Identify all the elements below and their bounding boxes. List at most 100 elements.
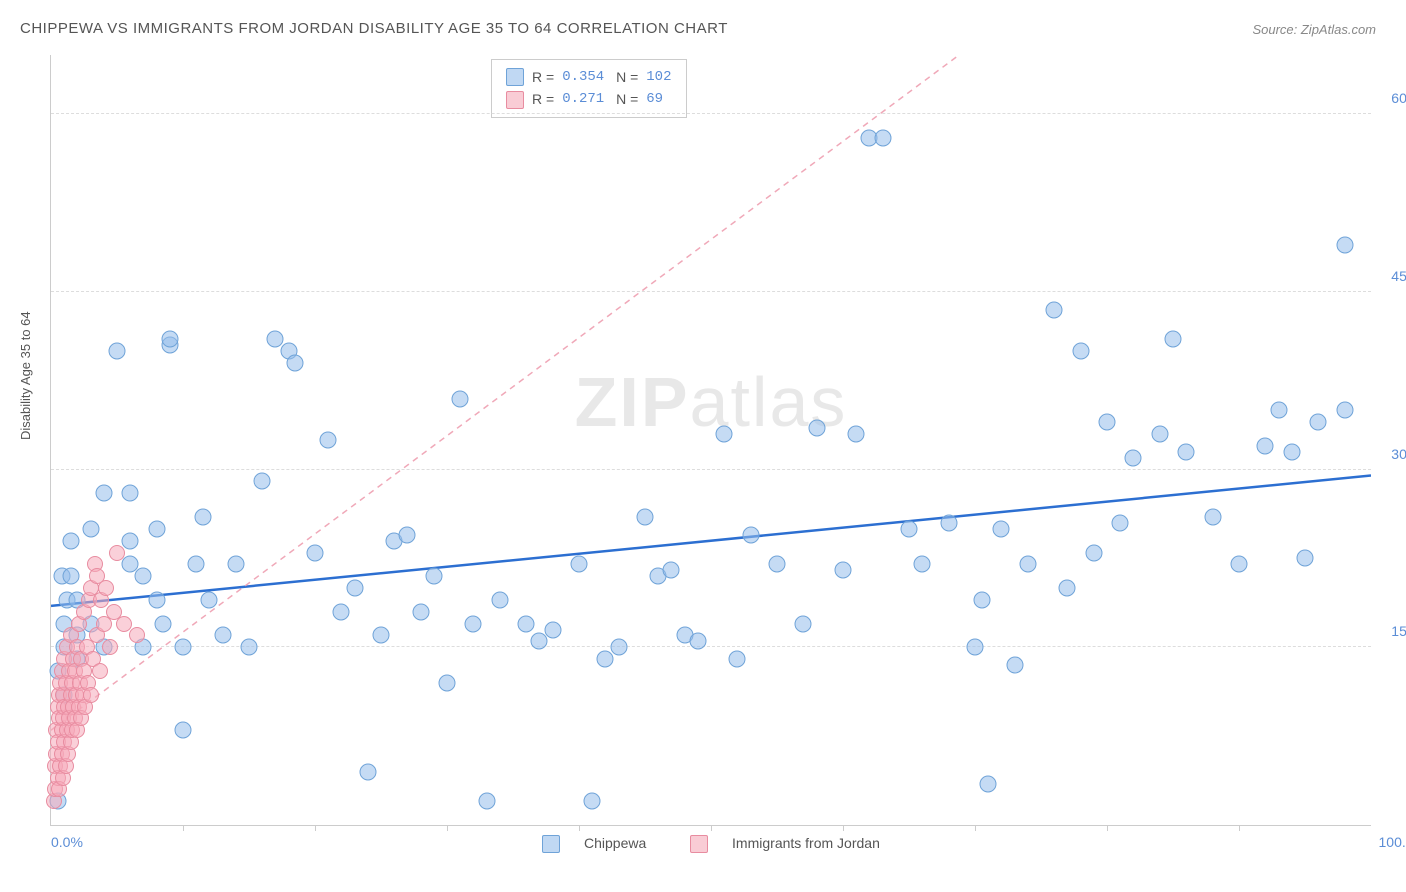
x-tick — [315, 825, 316, 831]
data-point — [531, 633, 548, 650]
data-point — [769, 556, 786, 573]
data-point — [109, 545, 125, 561]
data-point — [993, 520, 1010, 537]
data-point — [175, 722, 192, 739]
data-point — [359, 763, 376, 780]
correlation-legend: R =0.354 N =102 R =0.271 N =69 — [491, 59, 687, 118]
data-point — [1231, 556, 1248, 573]
gridline — [51, 291, 1371, 292]
data-point — [663, 562, 680, 579]
data-point — [637, 509, 654, 526]
data-point — [175, 639, 192, 656]
data-point — [874, 129, 891, 146]
gridline — [51, 113, 1371, 114]
data-point — [901, 520, 918, 537]
data-point — [1283, 443, 1300, 460]
data-point — [1336, 402, 1353, 419]
data-point — [1270, 402, 1287, 419]
x-tick — [183, 825, 184, 831]
data-point — [980, 775, 997, 792]
data-point — [129, 627, 145, 643]
x-tick — [711, 825, 712, 831]
data-point — [465, 615, 482, 632]
gridline — [51, 469, 1371, 470]
data-point — [1019, 556, 1036, 573]
data-point — [98, 580, 114, 596]
data-point — [940, 514, 957, 531]
x-tick — [843, 825, 844, 831]
y-tick-label: 15.0% — [1376, 623, 1406, 639]
data-point — [1112, 514, 1129, 531]
data-point — [1204, 509, 1221, 526]
data-point — [478, 793, 495, 810]
data-point — [83, 687, 99, 703]
data-point — [333, 603, 350, 620]
data-point — [914, 556, 931, 573]
swatch-pink-icon — [690, 835, 708, 853]
data-point — [1257, 437, 1274, 454]
data-point — [116, 616, 132, 632]
data-point — [155, 615, 172, 632]
swatch-pink-icon — [506, 91, 524, 109]
chart-title: CHIPPEWA VS IMMIGRANTS FROM JORDAN DISAB… — [20, 20, 728, 37]
data-point — [214, 627, 231, 644]
data-point — [610, 639, 627, 656]
watermark: ZIPatlas — [575, 362, 848, 442]
data-point — [254, 473, 271, 490]
x-tick — [1239, 825, 1240, 831]
data-point — [1165, 331, 1182, 348]
data-point — [227, 556, 244, 573]
data-point — [967, 639, 984, 656]
data-point — [1072, 343, 1089, 360]
data-point — [122, 485, 139, 502]
swatch-blue-icon — [542, 835, 560, 853]
series-legend: Chippewa Immigrants from Jordan — [51, 835, 1371, 853]
swatch-blue-icon — [506, 68, 524, 86]
data-point — [188, 556, 205, 573]
data-point — [1336, 236, 1353, 253]
data-point — [307, 544, 324, 561]
data-point — [848, 426, 865, 443]
x-tick — [1107, 825, 1108, 831]
data-point — [518, 615, 535, 632]
data-point — [62, 568, 79, 585]
legend-row-jordan: R =0.271 N =69 — [506, 88, 672, 110]
x-axis-end-label: 100.0% — [1371, 834, 1406, 850]
data-point — [412, 603, 429, 620]
x-tick — [579, 825, 580, 831]
data-point — [148, 520, 165, 537]
data-point — [597, 651, 614, 668]
data-point — [287, 355, 304, 372]
data-point — [1059, 580, 1076, 597]
data-point — [1310, 414, 1327, 431]
y-axis-label: Disability Age 35 to 64 — [18, 311, 33, 440]
data-point — [201, 591, 218, 608]
legend-row-chippewa: R =0.354 N =102 — [506, 66, 672, 88]
y-tick-label: 45.0% — [1376, 268, 1406, 284]
data-point — [109, 343, 126, 360]
data-point — [320, 432, 337, 449]
data-point — [1297, 550, 1314, 567]
data-point — [571, 556, 588, 573]
data-point — [1125, 449, 1142, 466]
data-point — [1151, 426, 1168, 443]
data-point — [102, 639, 118, 655]
source-attribution: Source: ZipAtlas.com — [1252, 22, 1376, 37]
data-point — [1046, 301, 1063, 318]
data-point — [491, 591, 508, 608]
data-point — [161, 331, 178, 348]
trend-lines — [51, 55, 1371, 825]
data-point — [439, 674, 456, 691]
data-point — [373, 627, 390, 644]
data-point — [62, 532, 79, 549]
data-point — [452, 390, 469, 407]
x-tick — [975, 825, 976, 831]
y-tick-label: 60.0% — [1376, 90, 1406, 106]
data-point — [82, 520, 99, 537]
data-point — [584, 793, 601, 810]
data-point — [194, 509, 211, 526]
data-point — [1085, 544, 1102, 561]
data-point — [399, 526, 416, 543]
x-tick — [447, 825, 448, 831]
data-point — [1006, 657, 1023, 674]
